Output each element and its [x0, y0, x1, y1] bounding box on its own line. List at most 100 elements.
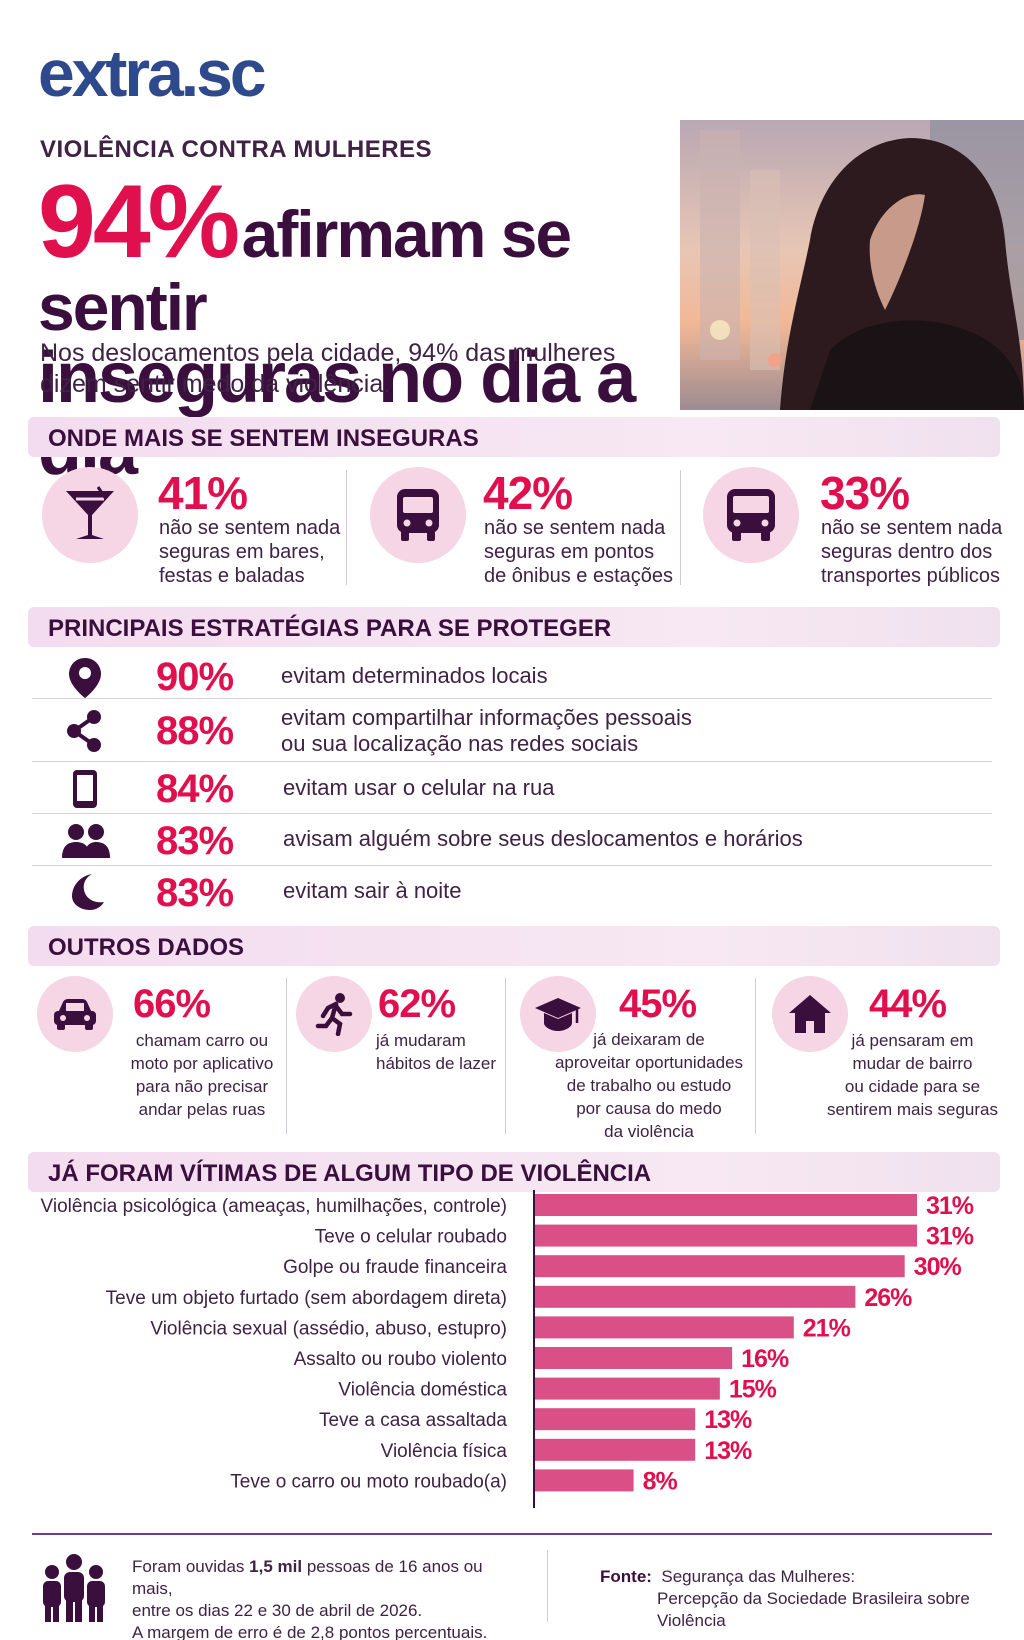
- bar: [535, 1377, 720, 1400]
- other-text-2-line: hábitos de lazer: [376, 1054, 497, 1073]
- other-text-3-line: por causa do medo: [576, 1099, 722, 1118]
- lede: Nos deslocamentos pela cidade, 94% das m…: [40, 339, 616, 398]
- people-icon: [62, 824, 110, 858]
- other-text-4-line: já pensaram em: [851, 1031, 974, 1050]
- source-subtitle: Percepção da Sociedade Brasileira sobre …: [657, 1589, 970, 1630]
- methodology-post: pessoas de 16 anos ou mais,: [132, 1557, 483, 1598]
- other-text-3-line: de trabalho ou estudo: [566, 1076, 732, 1095]
- bar: [535, 1347, 733, 1369]
- methodology-line-2: entre os dias 22 e 30 de abril de 2026.: [132, 1601, 423, 1620]
- other-text-2: já mudaram hábitos de lazer: [376, 1029, 496, 1075]
- victims-bar-chart: Violência psicológica (ameaças, humilhaç…: [0, 1190, 1024, 1520]
- divider: [505, 978, 506, 1134]
- methodology-note: Foram ouvidas 1,5 mil pessoas de 16 anos…: [132, 1556, 522, 1640]
- other-text-3-line: aproveitar oportunidades: [554, 1053, 744, 1072]
- bus-icon: [703, 467, 799, 563]
- value-label: 13%: [704, 1406, 752, 1434]
- unsafe-text-3-line-1: não se sentem nada: [821, 517, 1003, 539]
- strategy-text-2-line-1: evitam compartilhar informações pessoais: [281, 705, 692, 730]
- row-divider: [32, 865, 992, 866]
- category-label: Golpe ou fraude financeira: [283, 1257, 507, 1278]
- divider: [286, 978, 287, 1134]
- category-label: Violência psicológica (ameaças, humilhaç…: [41, 1196, 507, 1217]
- headline-line-1: afirmam se sentir: [38, 197, 572, 344]
- logo-graphic: extra.sc: [38, 36, 268, 110]
- car-icon: [37, 976, 113, 1052]
- house-icon: [772, 976, 848, 1052]
- category-label: Teve um objeto furtado (sem abordagem di…: [106, 1288, 507, 1309]
- value-label: 21%: [803, 1314, 851, 1342]
- bar: [535, 1224, 917, 1247]
- running-person-icon: [296, 976, 372, 1052]
- other-text-2-line: já mudaram: [376, 1031, 466, 1050]
- category-label: Violência física: [381, 1441, 508, 1462]
- other-pct-1: 66%: [133, 982, 211, 1026]
- category-label: Assalto ou roubo violento: [294, 1349, 507, 1370]
- value-label: 30%: [914, 1253, 962, 1281]
- row-divider: [32, 698, 992, 699]
- category-label: Teve o carro ou moto roubado(a): [230, 1471, 507, 1492]
- strategy-text-2: evitam compartilhar informações pessoais…: [281, 705, 692, 757]
- unsafe-text-3: não se sentem nada seguras dentro dos tr…: [821, 516, 1002, 588]
- other-text-4: já pensaram em mudar de bairro ou cidade…: [820, 1029, 1005, 1121]
- value-label: 16%: [741, 1345, 789, 1373]
- category-label: Violência doméstica: [338, 1380, 507, 1401]
- row-divider: [32, 761, 992, 762]
- unsafe-pct-2: 42%: [483, 467, 573, 519]
- smartphone-icon: [73, 770, 97, 808]
- value-label: 15%: [729, 1376, 777, 1404]
- category-label: Violência sexual (assédio, abuso, estupr…: [150, 1318, 507, 1339]
- other-text-1-line: moto por aplicativo: [130, 1054, 274, 1073]
- share-icon: [67, 710, 101, 752]
- unsafe-text-1-line-1: não se sentem nada: [159, 517, 341, 539]
- location-pin-icon: [69, 658, 101, 698]
- bar: [535, 1469, 634, 1492]
- unsafe-pct-3: 33%: [820, 467, 910, 519]
- unsafe-text-1: não se sentem nada seguras em bares, fes…: [159, 516, 340, 588]
- other-text-3: já deixaram de aproveitar oportunidades …: [530, 1028, 768, 1143]
- unsafe-text-1-line-3: festas e baladas: [159, 565, 305, 587]
- methodology-line-3: A margem de erro é de 2,8 pontos percent…: [132, 1623, 488, 1640]
- bar: [535, 1408, 696, 1431]
- other-text-3-line: da violência: [604, 1122, 694, 1141]
- footer-rule: [32, 1533, 992, 1535]
- strategy-pct-5: 83%: [156, 871, 234, 915]
- bar: [535, 1285, 856, 1308]
- bar: [535, 1255, 905, 1278]
- unsafe-text-2-line-3: de ônibus e estações: [484, 565, 674, 587]
- strategy-text-2-line-2: ou sua localização nas redes sociais: [281, 731, 639, 756]
- strategy-text-1: evitam determinados locais: [281, 663, 548, 688]
- other-text-1-line: para não precisar: [135, 1077, 269, 1096]
- section-band-strategies: PRINCIPAIS ESTRATÉGIAS PARA SE PROTEGER: [28, 607, 1000, 647]
- other-pct-4: 44%: [869, 982, 947, 1026]
- divider: [755, 978, 756, 1134]
- category-label: Teve a casa assaltada: [319, 1410, 507, 1431]
- section-band-unsafe-places: ONDE MAIS SE SENTEM INSEGURAS: [28, 417, 1000, 457]
- source-title: Segurança das Mulheres:: [661, 1567, 856, 1586]
- value-label: 8%: [643, 1467, 678, 1495]
- source-line-1: Fonte: Segurança das Mulheres:: [600, 1566, 1010, 1588]
- other-text-4-line: ou cidade para se: [844, 1077, 981, 1096]
- sample-size: 1,5 mil: [249, 1557, 303, 1576]
- strategy-text-3: evitam usar o celular na rua: [283, 775, 555, 800]
- unsafe-text-2-line-1: não se sentem nada: [484, 517, 666, 539]
- divider: [346, 470, 347, 585]
- bar: [535, 1194, 917, 1216]
- other-text-1-line: chamam carro ou: [135, 1031, 269, 1050]
- unsafe-text-2: não se sentem nada seguras em pontos de …: [484, 516, 673, 588]
- section-band-other-data: OUTROS DADOS: [28, 926, 1000, 966]
- section-title: JÁ FORAM VÍTIMAS DE ALGUM TIPO DE VIOLÊN…: [48, 1160, 652, 1187]
- section-title: PRINCIPAIS ESTRATÉGIAS PARA SE PROTEGER: [48, 615, 612, 642]
- strategy-pct-4: 83%: [156, 819, 234, 863]
- other-text-1-line: andar pelas ruas: [138, 1100, 266, 1119]
- moon-icon: [72, 874, 104, 910]
- other-text-4-line: sentirem mais seguras: [826, 1100, 998, 1119]
- graduation-cap-icon: [520, 976, 596, 1052]
- bar: [535, 1316, 794, 1339]
- methodology-line-1: Foram ouvidas 1,5 mil pessoas de 16 anos…: [132, 1556, 522, 1600]
- kicker: VIOLÊNCIA CONTRA MULHERES: [40, 136, 433, 163]
- value-label: 13%: [704, 1437, 752, 1465]
- unsafe-text-2-line-2: seguras em pontos: [484, 541, 655, 563]
- row-divider: [32, 813, 992, 814]
- strategy-pct-2: 88%: [156, 709, 234, 753]
